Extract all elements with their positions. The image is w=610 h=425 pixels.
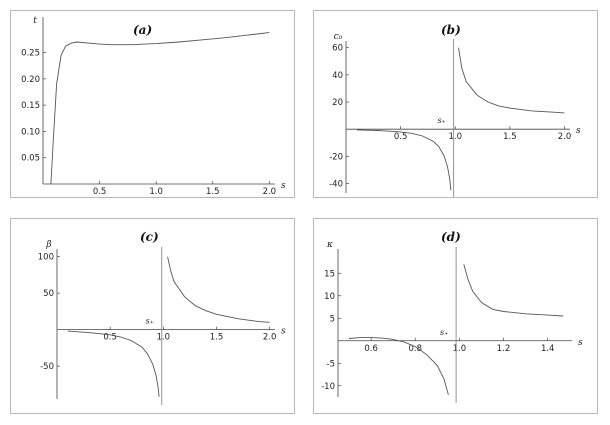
- x-tick-label: 1.0: [453, 344, 467, 354]
- y-tick-label: -20: [329, 152, 343, 162]
- panel-b: 0.5 1.0 1.5 2.0 -40 -20 20 40 60 s c₀ (b) s₊: [313, 10, 598, 198]
- x-tick-label: 0.5: [93, 187, 107, 197]
- panel-title: (b): [441, 23, 461, 37]
- series-line: [458, 47, 565, 114]
- panel-title: (a): [133, 23, 152, 37]
- y-tick-label: 0.25: [21, 49, 40, 59]
- y-tick-label: 40: [332, 71, 343, 81]
- panel-c: 0.5 1.0 1.5 2.0 -50 50 100 s β (c) s₊: [10, 218, 295, 414]
- y-tick-label: 60: [332, 44, 343, 54]
- x-tick-label: 0.5: [394, 132, 408, 142]
- annotation-s-plus: s₊: [440, 328, 448, 337]
- x-axis-label: s: [576, 126, 581, 136]
- y-tick-label: -40: [329, 179, 343, 189]
- y-tick-label: 20: [332, 98, 343, 108]
- y-axis-label: t: [33, 16, 37, 26]
- chart-svg: 0.5 1.0 1.5 2.0 -40 -20 20 40 60 s c₀ (b) s₊: [329, 23, 581, 197]
- x-axis-label: s: [281, 181, 286, 191]
- x-tick-label: 0.5: [103, 333, 117, 343]
- x-tick-label: 1.5: [210, 333, 224, 343]
- series-line: [463, 264, 564, 317]
- series-line: [356, 129, 452, 191]
- x-axis-label: s: [578, 338, 583, 348]
- x-tick-label: 1.0: [449, 132, 463, 142]
- x-tick-label: 2.0: [558, 132, 572, 142]
- y-tick-label: 5: [330, 314, 335, 324]
- y-axis-label: c₀: [334, 32, 343, 42]
- y-axis-label: κ: [326, 240, 333, 250]
- chart-svg: 0.5 1.0 1.5 2.0 -50 50 100 s β (c) s₊: [38, 230, 286, 405]
- y-tick-label: 15: [324, 269, 335, 279]
- series-line: [348, 337, 449, 395]
- annotation-s-plus: s₊: [146, 317, 154, 326]
- y-tick-label: 50: [43, 289, 54, 299]
- x-tick-label: 1.5: [206, 187, 220, 197]
- x-tick-label: 1.4: [541, 344, 555, 354]
- y-tick-label: -10: [321, 382, 335, 392]
- panel-title: (d): [441, 230, 461, 244]
- series-line: [67, 330, 160, 397]
- y-tick-label: 0.05: [21, 154, 40, 164]
- y-tick-label: -50: [40, 362, 54, 372]
- y-tick-label: 0.15: [21, 101, 40, 111]
- y-tick-label: 10: [324, 292, 335, 302]
- x-tick-label: 0.6: [364, 344, 378, 354]
- x-tick-label: 1.2: [497, 344, 511, 354]
- x-tick-label: 1.0: [149, 187, 163, 197]
- x-tick-label: 2.0: [263, 333, 277, 343]
- y-axis-label: β: [45, 240, 51, 250]
- x-tick-label: 2.0: [263, 187, 277, 197]
- chart-svg: 0.5 1.0 1.5 2.0 0.05 0.10 0.15 0.20 0.25 s t (a): [21, 16, 286, 197]
- series-line: [167, 256, 270, 323]
- panel-d: 0.6 0.8 1.0 1.2 1.4 -10 -5 5 10 15 s κ (d) s₊: [313, 218, 598, 414]
- x-tick-label: 1.0: [157, 333, 171, 343]
- x-axis-label: s: [281, 327, 286, 337]
- y-tick-label: 0.10: [21, 127, 40, 137]
- y-tick-label: 100: [38, 253, 54, 263]
- y-tick-label: 0.20: [21, 75, 40, 85]
- panel-a: 0.5 1.0 1.5 2.0 0.05 0.10 0.15 0.20 0.25 s t (a): [10, 10, 295, 198]
- x-tick-label: 0.8: [408, 344, 422, 354]
- panel-title: (c): [140, 230, 159, 244]
- annotation-s-plus: s₊: [437, 116, 445, 125]
- x-tick-label: 1.5: [503, 132, 517, 142]
- series-line: [50, 32, 270, 185]
- y-tick-label: -5: [327, 359, 335, 369]
- chart-svg: 0.6 0.8 1.0 1.2 1.4 -10 -5 5 10 15 s κ (d) s₊: [321, 230, 583, 403]
